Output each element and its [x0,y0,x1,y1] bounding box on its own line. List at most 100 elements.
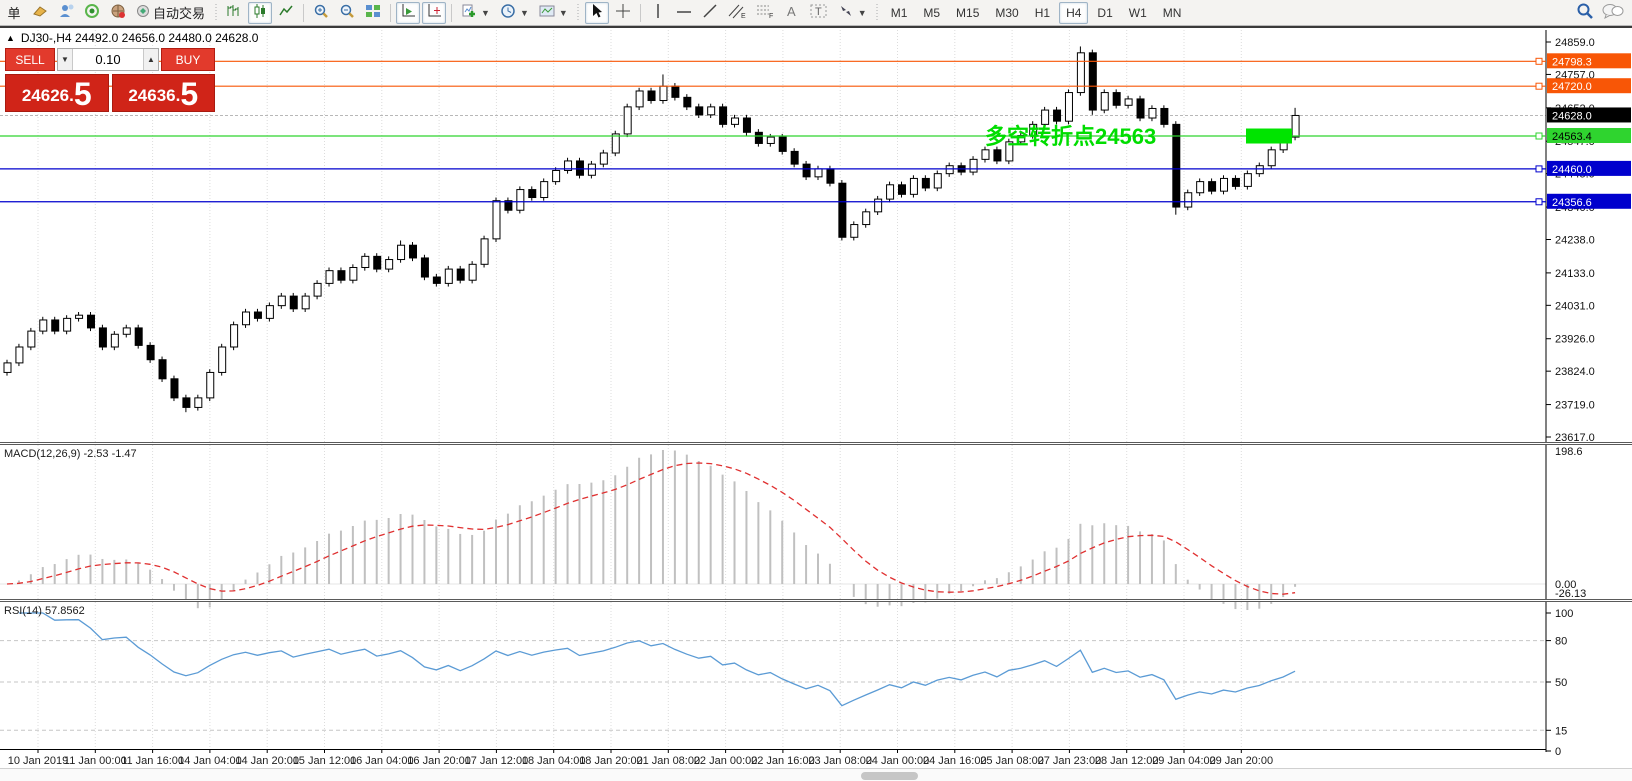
radar-icon [84,3,100,22]
fibonacci-tool-button[interactable]: F [752,2,778,24]
globe-icon [110,3,126,22]
volume-stepper: ▼ 0.10 ▲ [57,48,159,71]
collapse-arrow-icon[interactable]: ▲ [6,33,15,43]
toolbar-grip [575,3,581,22]
svg-text:23926.0: 23926.0 [1555,334,1595,346]
volume-input[interactable]: 0.10 [95,52,121,67]
zoom-in-icon [313,3,329,22]
arrows-tool-button[interactable]: ▼ [834,2,871,24]
history-book-icon [32,3,48,22]
add-indicator-button[interactable]: ▼ [457,2,494,24]
svg-text:14 Jan 04:00: 14 Jan 04:00 [178,755,242,767]
horizontal-line-tool-button[interactable] [672,2,696,24]
new-order-button[interactable]: 单 [7,6,21,21]
templates-button[interactable]: ▼ [535,2,572,24]
svg-text:15 Jan 12:00: 15 Jan 12:00 [293,755,357,767]
auto-trading-button[interactable]: 自动交易 [132,2,209,24]
macd-pane[interactable]: 198.6 0.00-26.13 [0,445,1632,611]
timeframe-w1-button[interactable]: W1 [1128,5,1147,20]
svg-text:24720.0: 24720.0 [1552,81,1592,93]
svg-text:14 Jan 20:00: 14 Jan 20:00 [235,755,299,767]
svg-text:A: A [787,4,796,19]
timeframe-h4-button[interactable]: H4 [1059,1,1089,24]
zoom-out-icon [339,3,355,22]
market-button[interactable] [106,2,130,24]
timeframe-m5-button[interactable]: M5 [923,5,941,20]
svg-text:0.00: 0.00 [1555,579,1576,591]
svg-text:23719.0: 23719.0 [1555,400,1595,412]
svg-text:24460.0: 24460.0 [1552,164,1592,176]
pane-separator[interactable] [0,599,1632,602]
toolbar-grip [213,3,219,22]
equidistant-channel-tool-button[interactable]: E [724,2,750,24]
zoom-in-button[interactable] [309,2,333,24]
text-label-icon: T [810,3,828,22]
toolbar-grip [874,3,880,22]
history-center-button[interactable] [28,2,52,24]
timeframe-m30-button[interactable]: M30 [995,5,1019,20]
auto-trading-icon [136,4,150,21]
svg-text:多空转折点24563: 多空转折点24563 [985,124,1156,149]
svg-text:25 Jan 08:00: 25 Jan 08:00 [980,755,1044,767]
ohlc-bars-icon [226,3,242,22]
chart-shift-button[interactable] [422,1,447,24]
svg-text:15: 15 [1555,725,1567,737]
chat-icon[interactable] [1602,2,1624,23]
svg-text:23 Jan 08:00: 23 Jan 08:00 [808,755,872,767]
svg-text:24356.6: 24356.6 [1552,197,1592,209]
buy-price-pips: 5 [180,76,199,112]
svg-text:11 Jan 00:00: 11 Jan 00:00 [64,755,127,767]
candlestick-icon [252,3,268,22]
timeframe-d1-button[interactable]: D1 [1097,5,1113,20]
periods-button[interactable]: ▼ [496,2,533,24]
bar-chart-mode-button[interactable] [222,2,246,24]
toolbar: 单 自动交易 ▼ ▼ ▼ [0,0,1632,26]
toolbar-separator [303,3,305,22]
crosshair-icon [615,3,631,22]
rsi-label: RSI(14) 57.8562 [4,605,85,617]
svg-text:22 Jan 16:00: 22 Jan 16:00 [751,755,815,767]
svg-text:18 Jan 04:00: 18 Jan 04:00 [522,755,586,767]
chart-shift-icon [426,3,442,22]
pane-separator[interactable] [0,442,1632,445]
timeframe-m1-button[interactable]: M1 [890,5,908,20]
scrollbar-thumb[interactable] [861,772,918,780]
trendline-tool-button[interactable] [698,2,722,24]
tile-windows-button[interactable] [361,2,385,24]
sell-price-dot: . [69,86,74,105]
text-label-tool-button[interactable]: T [806,2,832,24]
buy-price-button[interactable]: 24636. 5 [111,74,215,112]
person-cloud-icon [58,3,74,22]
chevron-down-icon: ▼ [481,7,490,18]
text-tool-button[interactable]: A [780,2,804,24]
volume-increase-button[interactable]: ▲ [143,49,158,70]
chart-window: ▲ DJ30-,H4 24492.0 24656.0 24480.0 24628… [0,26,1632,781]
zoom-out-button[interactable] [335,2,359,24]
rsi-pane[interactable]: 100 80 50 15 0 [0,602,1632,758]
svg-text:0: 0 [1555,746,1561,758]
candle-chart-mode-button[interactable] [248,1,273,24]
sell-button[interactable]: SELL [5,48,55,71]
crosshair-tool-button[interactable] [611,2,635,24]
signals-button[interactable] [80,2,104,24]
svg-text:29 Jan 04:00: 29 Jan 04:00 [1152,755,1216,767]
timeframe-m15-button[interactable]: M15 [956,5,980,20]
search-icon[interactable] [1576,2,1594,23]
sell-price-button[interactable]: 24626. 5 [5,74,109,112]
timeframe-mn-button[interactable]: MN [1162,5,1182,20]
cursor-tool-button[interactable] [584,1,609,24]
community-button[interactable] [54,2,78,24]
volume-decrease-button[interactable]: ▼ [58,49,73,70]
auto-scroll-button[interactable] [396,1,421,24]
vertical-line-tool-button[interactable] [646,2,670,24]
buy-price-dot: . [175,86,181,105]
main-price-pane[interactable]: 24859.024757.024652.024547.024445.024340… [0,30,1632,444]
svg-text:24 Jan 16:00: 24 Jan 16:00 [923,755,987,767]
chevron-down-icon: ▼ [857,7,867,18]
buy-button[interactable]: BUY [161,48,215,71]
timeframe-h1-button[interactable]: H1 [1034,5,1051,20]
svg-text:23824.0: 23824.0 [1555,366,1595,378]
fibonacci-icon: F [756,3,774,22]
line-chart-mode-button[interactable] [274,2,298,24]
